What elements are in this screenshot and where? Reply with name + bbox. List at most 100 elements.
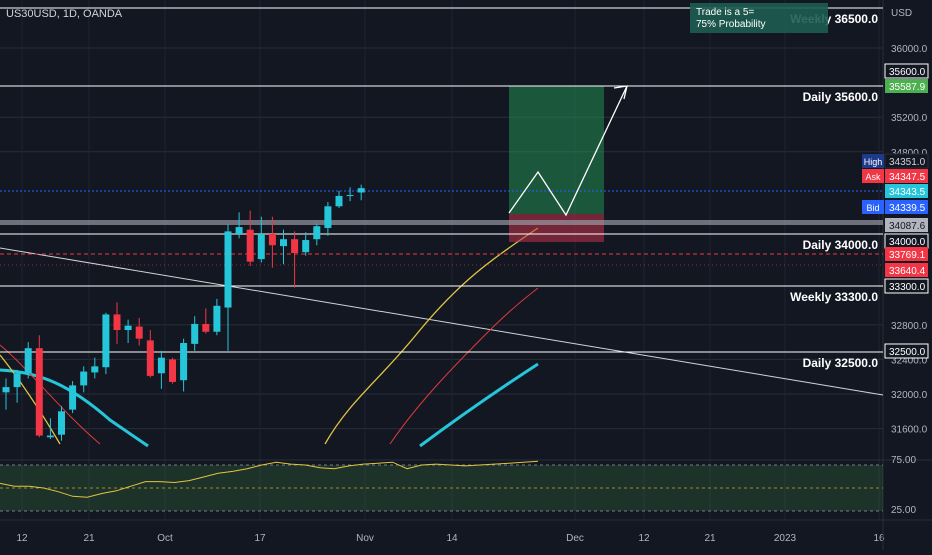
level-price-tag: [884, 63, 929, 79]
candle-body: [91, 366, 99, 373]
x-tick-label: Nov: [356, 533, 374, 544]
symbol-title: US30USD, 1D, OANDA: [6, 8, 123, 20]
candle-body: [324, 206, 332, 228]
price-tag-label: Ask: [865, 172, 881, 182]
ma-cyan-line: [0, 362, 539, 448]
price-tick-label: 32000.0: [891, 390, 928, 401]
rsi-band: [0, 465, 883, 511]
trend-line: [0, 247, 884, 396]
candle-body: [102, 314, 110, 368]
candle-body: [213, 305, 221, 332]
candle-body: [35, 348, 43, 436]
candle-body: [46, 435, 54, 438]
candle-body: [58, 411, 65, 435]
ma-red-line: [0, 287, 539, 445]
candle-body: [357, 188, 365, 193]
candle-body: [13, 373, 21, 388]
candle-body: [313, 226, 321, 240]
x-tick-label: 14: [446, 533, 458, 544]
candle-body: [224, 231, 232, 308]
level-price-tag-text: 33300.0: [889, 282, 926, 293]
price-tag-text: 34351.0: [889, 157, 926, 168]
candle-body: [69, 385, 77, 410]
price-tick-label: 32800.0: [891, 321, 928, 332]
price-tag: [885, 263, 928, 277]
candle-body: [235, 227, 243, 234]
x-tick-label: 12: [16, 533, 28, 544]
candle-body: [346, 195, 354, 197]
candle-body: [302, 240, 310, 253]
price-tag: [885, 169, 928, 183]
price-tag: [884, 153, 929, 169]
price-tick-label: 34800.0: [891, 148, 928, 159]
price-tag-text: 34087.6: [889, 221, 926, 232]
level-label: Daily 32500.0: [803, 356, 879, 370]
level-price-tag-text: 32500.0: [889, 347, 926, 358]
level-price-tag: [884, 278, 929, 294]
level-price-tag-text: 34000.0: [889, 237, 926, 248]
candle-body: [291, 239, 299, 254]
candle-body: [202, 323, 210, 332]
projection-arrow-head: [613, 85, 628, 100]
candle-body: [135, 326, 143, 339]
ma-yellow-line: [0, 227, 539, 445]
candle-body: [246, 229, 254, 262]
price-tag-label-box: [862, 169, 884, 183]
price-tick-label: 36000.0: [891, 44, 928, 55]
price-tag-text: 33769.1: [889, 250, 926, 261]
price-tag-text: 33640.4: [889, 266, 926, 277]
candle-body: [169, 359, 176, 382]
candle-body: [180, 342, 188, 381]
candle-body: [24, 348, 32, 374]
price-tag-text: 34339.5: [889, 203, 926, 214]
currency-label: USD: [891, 8, 912, 19]
level-label: Daily 34000.0: [803, 238, 879, 252]
rsi-line: [0, 460, 539, 498]
price-tag: [885, 218, 928, 232]
price-tag-label-box: [862, 200, 884, 214]
annotation-box: [690, 3, 828, 33]
level-label: Weekly 33300.0: [790, 290, 878, 304]
x-tick-label: 2023: [774, 533, 797, 544]
price-tag-text: 34343.5: [889, 187, 926, 198]
candle-body: [191, 323, 199, 344]
x-tick-label: 21: [83, 533, 95, 544]
projection-path: [508, 85, 628, 217]
candle-body: [335, 195, 343, 207]
candle-body: [268, 233, 276, 246]
annotation-line-2: 75% Probability: [696, 19, 765, 30]
candle-body: [146, 340, 154, 376]
price-tick-label: 31600.0: [891, 425, 928, 436]
price-tag: [885, 184, 928, 198]
price-tag: [885, 79, 928, 93]
current-zone-band: [0, 220, 883, 225]
x-tick-label: 16: [873, 533, 885, 544]
price-tag-label-box: [862, 154, 884, 168]
price-tag-label: Bid: [866, 203, 879, 213]
price-tag-text: 35587.9: [889, 82, 926, 93]
level-price-tag: [884, 343, 929, 359]
candle-body: [157, 357, 165, 374]
price-tag: [885, 247, 928, 261]
price-tick-label: 35200.0: [891, 113, 928, 124]
candle-body: [80, 371, 88, 386]
x-tick-label: Dec: [566, 533, 584, 544]
price-tag: [885, 200, 928, 214]
x-tick-label: 12: [638, 533, 650, 544]
candle-body: [113, 314, 121, 331]
rsi-tick-label: 25.00: [891, 505, 916, 516]
price-tag-label: High: [864, 157, 883, 167]
x-tick-label: 21: [704, 533, 716, 544]
candle-body: [2, 387, 10, 393]
candle-body: [280, 239, 287, 247]
level-label: Daily 35600.0: [803, 90, 879, 104]
rsi-tick-label: 75.00: [891, 455, 916, 466]
price-tick-label: 32400.0: [891, 355, 928, 366]
price-tag-text: 34347.5: [889, 172, 926, 183]
annotation-line-1: Trade is a 5=: [696, 7, 754, 18]
candle-body: [124, 325, 132, 331]
level-price-tag-text: 35600.0: [889, 67, 926, 78]
x-tick-label: 17: [254, 533, 266, 544]
